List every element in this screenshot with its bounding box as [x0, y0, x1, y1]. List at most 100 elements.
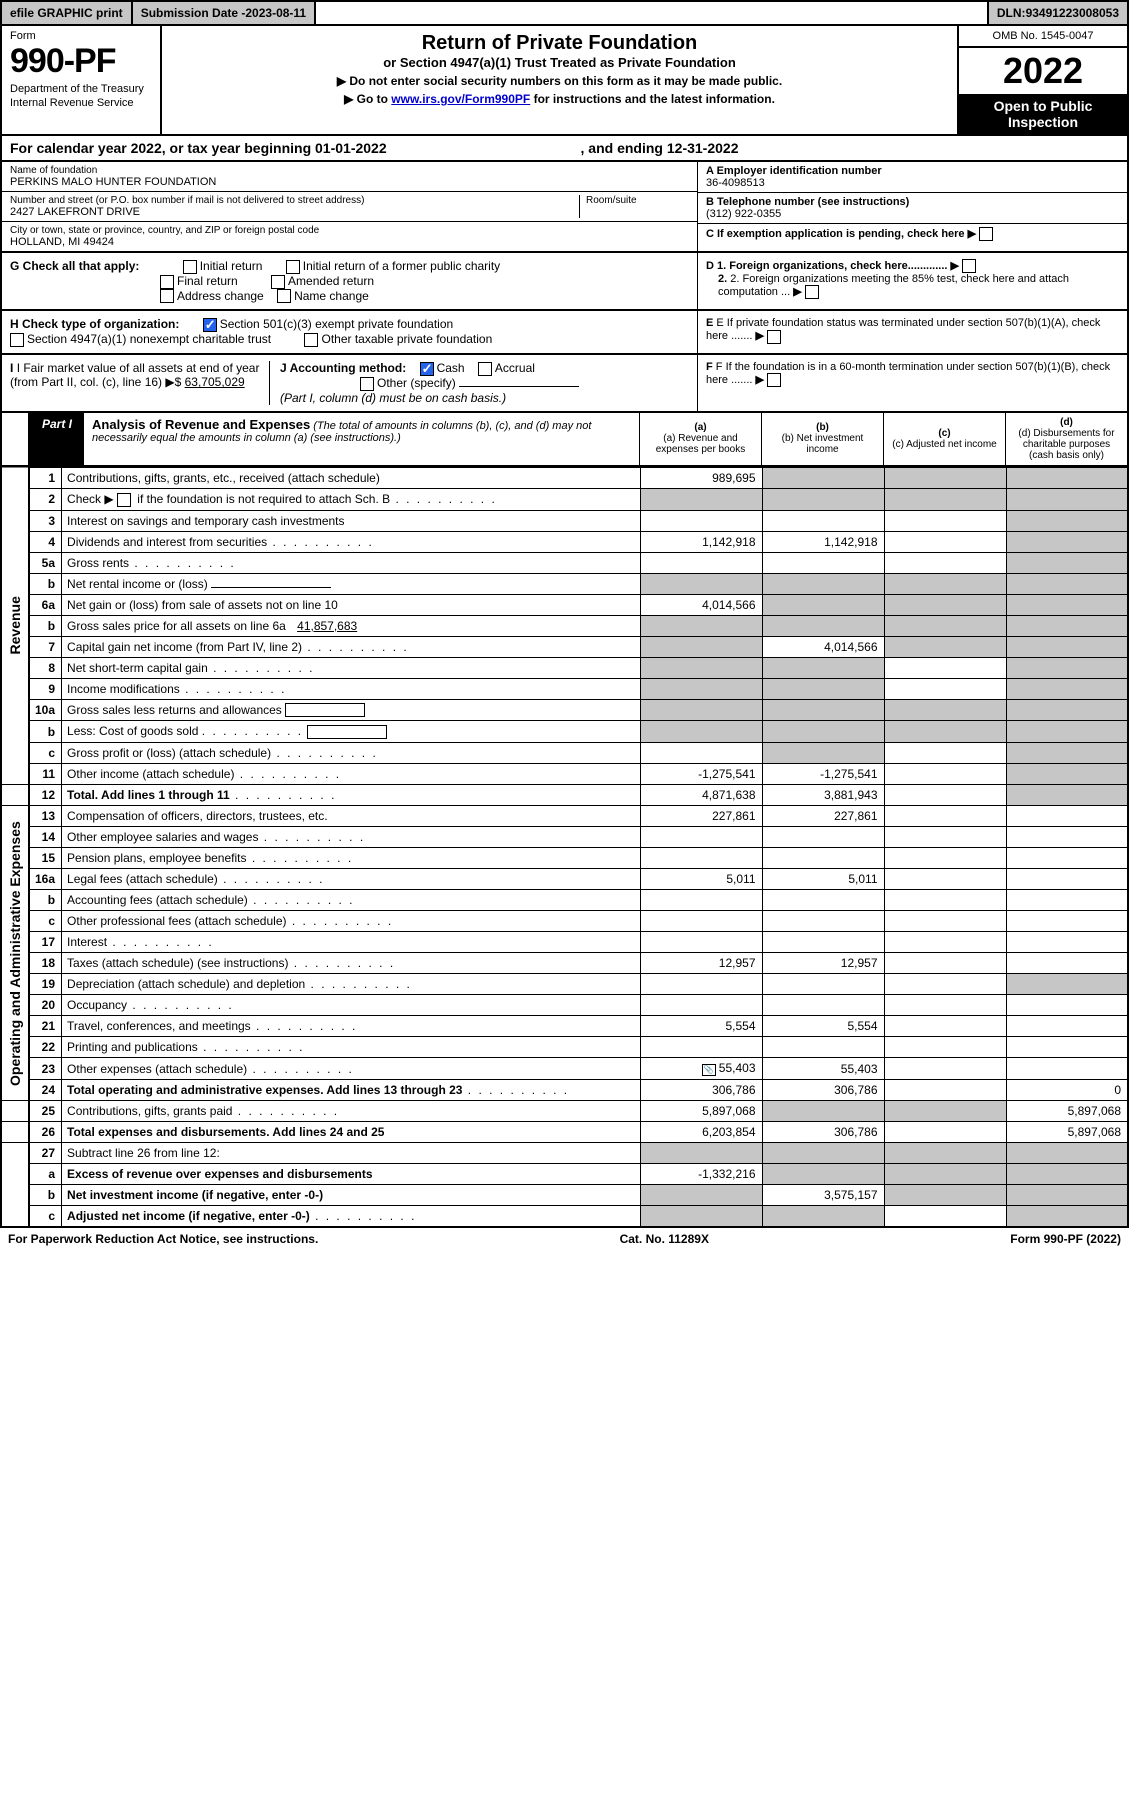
row-8: 8Net short-term capital gain — [1, 657, 1128, 678]
part1-label: Part I — [30, 413, 84, 465]
room-suite-label: Room/suite — [586, 195, 689, 206]
c-checkbox[interactable] — [979, 227, 993, 241]
row-22: 22Printing and publications — [1, 1037, 1128, 1058]
city-row: City or town, state or province, country… — [2, 222, 697, 251]
row-13: Operating and Administrative Expenses 13… — [1, 806, 1128, 827]
d2-checkbox[interactable] — [805, 285, 819, 299]
row-6b: bGross sales price for all assets on lin… — [1, 615, 1128, 636]
row-5b: bNet rental income or (loss) — [1, 573, 1128, 594]
revenue-sidelabel: Revenue — [1, 467, 29, 784]
row-27: 27Subtract line 26 from line 12: — [1, 1143, 1128, 1164]
row-18: 18Taxes (attach schedule) (see instructi… — [1, 953, 1128, 974]
row-10c: cGross profit or (loss) (attach schedule… — [1, 743, 1128, 764]
street-address: 2427 LAKEFRONT DRIVE — [10, 206, 579, 218]
row-10a: 10aGross sales less returns and allowanc… — [1, 699, 1128, 721]
row-20: 20Occupancy — [1, 995, 1128, 1016]
g-amended-chk[interactable] — [271, 275, 285, 289]
form-subtitle: or Section 4947(a)(1) Trust Treated as P… — [168, 55, 951, 70]
col-c-header: (c)(c) Adjusted net income — [883, 413, 1005, 465]
form-header: Form 990-PF Department of the Treasury I… — [0, 26, 1129, 136]
dln: DLN: 93491223008053 — [987, 2, 1127, 24]
dln-label: DLN: — [997, 6, 1026, 20]
part1-table: Revenue 1Contributions, gifts, grants, e… — [0, 467, 1129, 1228]
row-27a: aExcess of revenue over expenses and dis… — [1, 1164, 1128, 1185]
part1-header: Part I Analysis of Revenue and Expenses … — [0, 413, 1129, 467]
efile-print[interactable]: efile GRAPHIC print — [2, 2, 133, 24]
h-other-taxable-chk[interactable] — [304, 333, 318, 347]
row-4: 4Dividends and interest from securities1… — [1, 531, 1128, 552]
row-7: 7Capital gain net income (from Part IV, … — [1, 636, 1128, 657]
j-cash-chk[interactable] — [420, 362, 434, 376]
row-23: 23Other expenses (attach schedule)📎55,40… — [1, 1058, 1128, 1080]
open-inspection: Open to Public Inspection — [959, 94, 1127, 134]
j-accrual-chk[interactable] — [478, 362, 492, 376]
f-checkbox[interactable] — [767, 373, 781, 387]
block-i-j-f: I I Fair market value of all assets at e… — [0, 355, 1129, 413]
row-24: 24Total operating and administrative exp… — [1, 1080, 1128, 1101]
form-id-block: Form 990-PF Department of the Treasury I… — [2, 26, 162, 134]
row-2: 2 Check ▶ if the foundation is not requi… — [1, 488, 1128, 510]
row-26: 26Total expenses and disbursements. Add … — [1, 1122, 1128, 1143]
row-15: 15Pension plans, employee benefits — [1, 848, 1128, 869]
fmv-value: 63,705,029 — [185, 375, 245, 389]
j-other-chk[interactable] — [360, 377, 374, 391]
foundation-name: PERKINS MALO HUNTER FOUNDATION — [10, 176, 689, 188]
row-27b: bNet investment income (if negative, ent… — [1, 1185, 1128, 1206]
g-name-change-chk[interactable] — [277, 289, 291, 303]
h-501c3-chk[interactable] — [203, 318, 217, 332]
block-h-e: H Check type of organization: Section 50… — [0, 311, 1129, 355]
row-16a: 16aLegal fees (attach schedule)5,0115,01… — [1, 869, 1128, 890]
g-final-return-chk[interactable] — [160, 275, 174, 289]
city-state-zip: HOLLAND, MI 49424 — [10, 236, 689, 248]
g-address-change-chk[interactable] — [160, 289, 174, 303]
row-21: 21Travel, conferences, and meetings5,554… — [1, 1016, 1128, 1037]
d1-checkbox[interactable] — [962, 259, 976, 273]
expenses-sidelabel: Operating and Administrative Expenses — [1, 806, 29, 1101]
calendar-year-row: For calendar year 2022, or tax year begi… — [0, 136, 1129, 162]
h-4947-chk[interactable] — [10, 333, 24, 347]
part1-title-block: Analysis of Revenue and Expenses (The to… — [84, 413, 639, 465]
year-end: 12-31-2022 — [667, 140, 739, 156]
schb-checkbox[interactable] — [117, 493, 131, 507]
row-6a: 6aNet gain or (loss) from sale of assets… — [1, 594, 1128, 615]
top-bar: efile GRAPHIC print Submission Date - 20… — [0, 0, 1129, 26]
ein-value: 36-4098513 — [706, 177, 1119, 189]
ein-row: A Employer identification number 36-4098… — [698, 162, 1127, 193]
form-note-1: ▶ Do not enter social security numbers o… — [168, 74, 951, 88]
page-footer: For Paperwork Reduction Act Notice, see … — [0, 1228, 1129, 1250]
row-3: 3Interest on savings and temporary cash … — [1, 510, 1128, 531]
catalog-number: Cat. No. 11289X — [620, 1232, 709, 1246]
e-checkbox[interactable] — [767, 330, 781, 344]
phone-row: B Telephone number (see instructions) (3… — [698, 193, 1127, 224]
form990pf-link[interactable]: www.irs.gov/Form990PF — [391, 92, 530, 106]
row-12: 12Total. Add lines 1 through 114,871,638… — [1, 785, 1128, 806]
g-initial-return-chk[interactable] — [183, 260, 197, 274]
row-16b: bAccounting fees (attach schedule) — [1, 890, 1128, 911]
row-19: 19Depreciation (attach schedule) and dep… — [1, 974, 1128, 995]
dept-treasury: Department of the Treasury — [10, 83, 152, 95]
tax-year: 2022 — [959, 48, 1127, 94]
g-initial-former-chk[interactable] — [286, 260, 300, 274]
form-ref: Form 990-PF (2022) — [1010, 1232, 1121, 1246]
dln-value: 93491223008053 — [1026, 6, 1119, 20]
irs-label: Internal Revenue Service — [10, 97, 152, 109]
row-14: 14Other employee salaries and wages — [1, 827, 1128, 848]
row-16c: cOther professional fees (attach schedul… — [1, 911, 1128, 932]
row-27c: cAdjusted net income (if negative, enter… — [1, 1206, 1128, 1228]
row-25: 25Contributions, gifts, grants paid5,897… — [1, 1101, 1128, 1122]
form-year-block: OMB No. 1545-0047 2022 Open to Public In… — [957, 26, 1127, 134]
filer-info: Name of foundation PERKINS MALO HUNTER F… — [0, 162, 1129, 253]
paperwork-notice: For Paperwork Reduction Act Notice, see … — [8, 1232, 318, 1246]
attachment-icon[interactable]: 📎 — [702, 1064, 716, 1076]
c-exemption-row: C If exemption application is pending, c… — [698, 224, 1127, 244]
submission-date: Submission Date - 2023-08-11 — [133, 2, 316, 24]
subdate-label: Submission Date - — [141, 6, 246, 20]
year-begin: 01-01-2022 — [315, 140, 387, 156]
form-note-2: ▶ Go to www.irs.gov/Form990PF for instru… — [168, 92, 951, 106]
omb-number: OMB No. 1545-0047 — [959, 26, 1127, 48]
phone-value: (312) 922-0355 — [706, 208, 1119, 220]
block-g-d: G Check all that apply: Initial return I… — [0, 253, 1129, 311]
row-1: Revenue 1Contributions, gifts, grants, e… — [1, 467, 1128, 488]
subdate-value: 2023-08-11 — [245, 6, 306, 20]
row-5a: 5aGross rents — [1, 552, 1128, 573]
